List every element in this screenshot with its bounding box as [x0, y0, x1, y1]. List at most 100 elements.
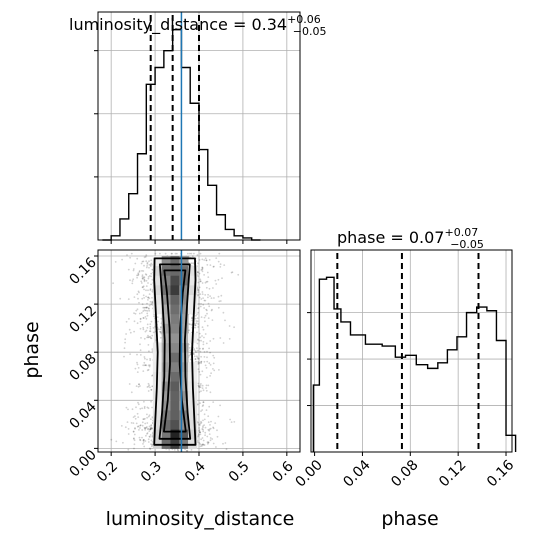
- scatter-point: [176, 252, 178, 255]
- scatter-point: [204, 426, 207, 429]
- scatter-point: [217, 278, 220, 281]
- scatter-point: [202, 426, 204, 429]
- scatter-point: [151, 385, 154, 388]
- scatter-point: [198, 339, 201, 342]
- scatter-point: [201, 443, 203, 446]
- scatter-point: [147, 276, 150, 278]
- scatter-point: [204, 281, 207, 284]
- scatter-point: [150, 263, 152, 266]
- scatter-point: [141, 424, 144, 427]
- scatter-point: [112, 282, 114, 285]
- scatter-point: [150, 400, 153, 403]
- scatter-point: [136, 293, 139, 296]
- scatter-point: [141, 436, 143, 439]
- scatter-point: [200, 298, 203, 300]
- scatter-point: [146, 261, 149, 264]
- scatter-point: [147, 299, 149, 301]
- scatter-point: [138, 429, 140, 431]
- scatter-point: [197, 368, 200, 371]
- scatter-point: [205, 280, 208, 283]
- scatter-point: [146, 306, 148, 309]
- scatter-point: [143, 280, 146, 283]
- scatter-point: [191, 255, 194, 258]
- density-cell: [152, 400, 163, 411]
- density-cell: [188, 400, 198, 411]
- scatter-point: [150, 427, 153, 430]
- scatter-point: [211, 438, 214, 440]
- scatter-point: [197, 434, 200, 437]
- x-tick-label: 0.16: [484, 457, 517, 490]
- scatter-point: [149, 427, 152, 430]
- scatter-point: [148, 263, 151, 266]
- scatter-point: [141, 297, 144, 300]
- scatter-point: [218, 369, 220, 371]
- scatter-point: [143, 418, 145, 420]
- scatter-point: [125, 406, 128, 409]
- scatter-point: [141, 270, 143, 272]
- scatter-point: [137, 290, 140, 293]
- scatter-point: [200, 410, 202, 412]
- scatter-point: [145, 434, 147, 437]
- scatter-point: [222, 342, 225, 344]
- scatter-point: [136, 353, 138, 356]
- scatter-point: [119, 297, 122, 300]
- scatter-point: [147, 385, 150, 388]
- scatter-point: [201, 409, 204, 411]
- scatter-point: [142, 443, 144, 445]
- scatter-point: [196, 356, 199, 359]
- scatter-point: [228, 338, 231, 340]
- density-cell: [170, 381, 180, 392]
- scatter-point: [198, 357, 200, 360]
- scatter-point: [144, 364, 147, 367]
- scatter-point: [128, 383, 131, 385]
- scatter-point: [147, 390, 150, 392]
- scatter-point: [145, 279, 148, 282]
- scatter-point: [206, 324, 209, 327]
- density-cell: [152, 438, 163, 449]
- scatter-point: [206, 309, 208, 312]
- scatter-point: [194, 358, 197, 360]
- scatter-point: [193, 355, 196, 358]
- scatter-point: [206, 280, 209, 283]
- scatter-point: [196, 347, 198, 350]
- density-cell: [179, 332, 189, 344]
- scatter-point: [129, 279, 131, 282]
- scatter-point: [208, 347, 211, 350]
- scatter-point: [194, 324, 197, 327]
- scatter-point: [197, 339, 199, 341]
- x-axis-label-right: phase: [381, 508, 438, 530]
- density-cell: [179, 352, 189, 363]
- scatter-point: [159, 252, 161, 255]
- scatter-point: [212, 354, 215, 357]
- density-cell: [170, 429, 180, 440]
- scatter-point: [134, 367, 137, 370]
- scatter-point: [170, 252, 173, 255]
- scatter-point: [201, 370, 204, 373]
- scatter-point: [141, 429, 144, 431]
- density-cell: [161, 256, 171, 267]
- scatter-point: [151, 435, 154, 438]
- scatter-point: [150, 259, 153, 262]
- scatter-point: [143, 361, 146, 364]
- scatter-point: [132, 416, 135, 418]
- scatter-point: [129, 331, 132, 334]
- density-cell: [179, 371, 189, 382]
- scatter-point: [202, 401, 205, 404]
- scatter-point: [231, 271, 234, 273]
- scatter-point: [124, 338, 127, 341]
- scatter-point: [135, 309, 138, 312]
- scatter-point: [153, 315, 155, 318]
- scatter-point: [168, 448, 171, 451]
- density-cell: [161, 419, 171, 430]
- scatter-point: [157, 328, 160, 330]
- density-cell: [170, 323, 180, 334]
- scatter-point: [213, 369, 216, 372]
- scatter-point: [201, 405, 204, 407]
- scatter-point: [130, 422, 133, 424]
- scatter-point: [200, 390, 202, 392]
- density-cell: [152, 256, 163, 267]
- scatter-point: [191, 317, 193, 320]
- density-cell: [179, 294, 189, 305]
- scatter-point: [147, 427, 150, 430]
